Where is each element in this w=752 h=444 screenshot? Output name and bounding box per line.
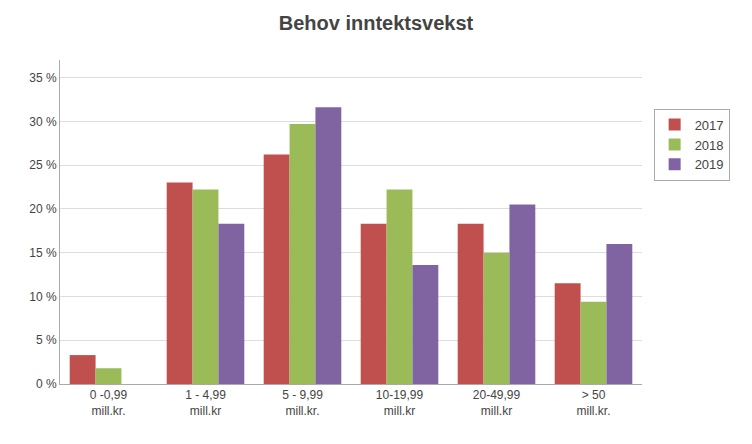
svg-text:> 50mill.kr.: > 50mill.kr. — [577, 388, 611, 418]
svg-text:0 -0,99mill.kr.: 0 -0,99mill.kr. — [90, 388, 128, 418]
svg-text:20-49,99mill.kr: 20-49,99mill.kr — [473, 388, 521, 418]
svg-text:2017: 2017 — [695, 118, 724, 133]
svg-text:20 %: 20 % — [29, 202, 57, 216]
svg-text:Behov inntektsvekst: Behov inntektsvekst — [279, 12, 474, 34]
svg-text:0 %: 0 % — [36, 377, 57, 391]
svg-text:25 %: 25 % — [29, 158, 57, 172]
svg-text:1 - 4,99mill.kr: 1 - 4,99mill.kr — [185, 388, 226, 418]
svg-text:5 - 9,99mill.kr.: 5 - 9,99mill.kr. — [282, 388, 323, 418]
svg-text:15 %: 15 % — [29, 246, 57, 260]
svg-text:2018: 2018 — [695, 138, 724, 153]
svg-text:2019: 2019 — [695, 157, 724, 172]
svg-text:5 %: 5 % — [36, 333, 57, 347]
svg-text:35 %: 35 % — [29, 71, 57, 85]
svg-text:10 %: 10 % — [29, 290, 57, 304]
svg-text:30 %: 30 % — [29, 115, 57, 129]
svg-text:10-19,99mill.kr: 10-19,99mill.kr — [376, 388, 424, 418]
